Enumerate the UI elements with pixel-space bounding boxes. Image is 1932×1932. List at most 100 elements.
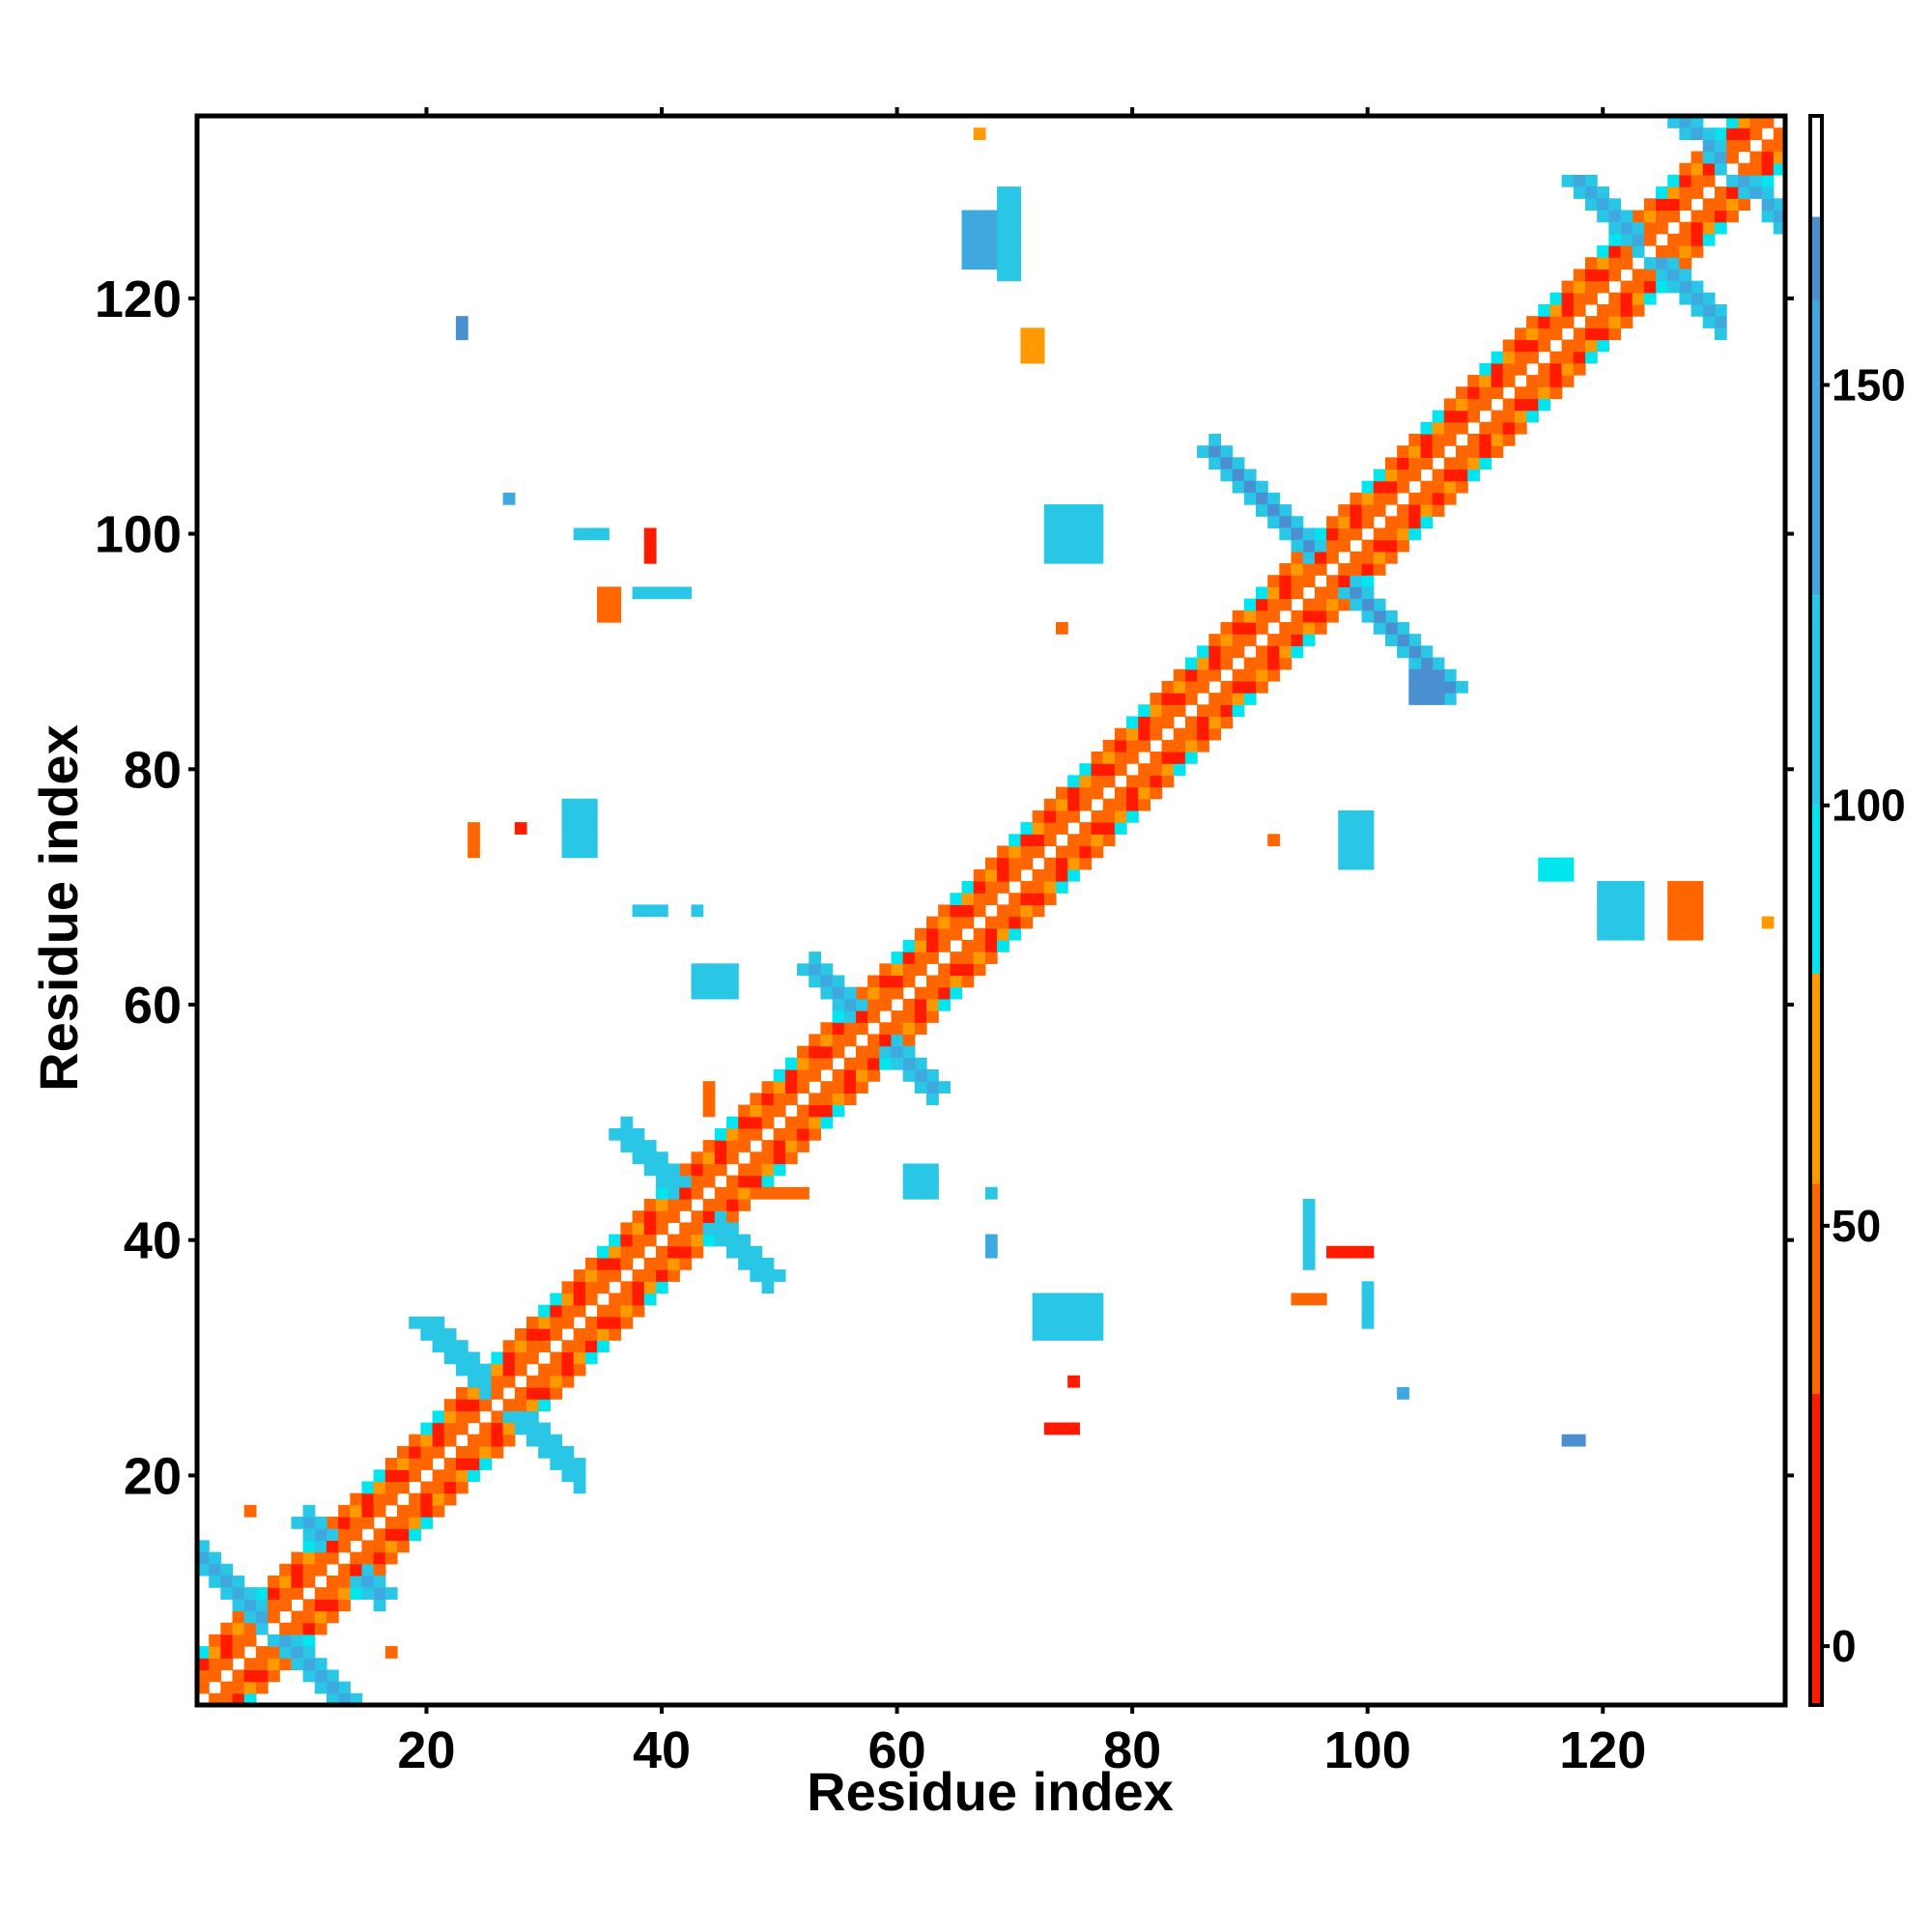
heatmap-cell	[409, 1458, 421, 1470]
heatmap-cell	[1620, 292, 1634, 305]
heatmap-cell	[902, 1010, 916, 1023]
heatmap-cell	[1761, 116, 1775, 128]
heatmap-cell	[350, 1563, 363, 1577]
heatmap-cell	[384, 1646, 398, 1659]
heatmap-cell	[1456, 386, 1468, 400]
heatmap-cell	[1397, 445, 1409, 458]
heatmap-cell	[597, 1304, 610, 1318]
heatmap-cell	[1420, 693, 1434, 705]
heatmap-cell	[350, 1692, 363, 1706]
heatmap-cell	[232, 1610, 245, 1624]
heatmap-cell	[455, 1481, 469, 1494]
heatmap-cell	[1279, 527, 1293, 541]
heatmap-cell	[1667, 198, 1680, 212]
heatmap-cell	[797, 1186, 810, 1200]
heatmap-cell	[1608, 257, 1622, 270]
heatmap-cell	[502, 1340, 516, 1353]
heatmap-cell	[338, 1599, 351, 1612]
heatmap-cell	[1267, 516, 1280, 529]
heatmap-cell	[361, 1587, 375, 1600]
heatmap-cell	[1632, 893, 1645, 906]
heatmap-cell	[350, 1517, 363, 1529]
heatmap-cell	[314, 1610, 327, 1624]
heatmap-cell	[1749, 186, 1763, 199]
heatmap-cell	[1338, 575, 1351, 588]
heatmap-cell	[643, 1222, 657, 1236]
heatmap-cell	[302, 1528, 316, 1542]
heatmap-cell	[479, 1445, 493, 1459]
heatmap-cell	[1773, 210, 1786, 223]
heatmap-cell	[1009, 245, 1022, 258]
heatmap-cell	[514, 822, 527, 835]
heatmap-cell	[1043, 798, 1057, 811]
heatmap-cell	[1220, 704, 1234, 718]
heatmap-cell	[314, 1658, 327, 1671]
heatmap-cell	[738, 1104, 751, 1118]
heatmap-cell	[1656, 221, 1668, 235]
heatmap-cell	[1220, 680, 1234, 694]
heatmap-cell	[1584, 174, 1598, 187]
heatmap-cell	[1373, 469, 1386, 482]
heatmap-cell	[526, 1387, 539, 1400]
heatmap-cell	[1291, 516, 1304, 529]
heatmap-cell	[691, 1234, 704, 1247]
heatmap-cell	[950, 893, 963, 906]
heatmap-cell	[1055, 551, 1068, 564]
heatmap-cell	[1597, 339, 1609, 353]
heatmap-cell	[1632, 904, 1645, 918]
heatmap-cell	[1690, 233, 1704, 246]
heatmap-cell	[1067, 868, 1080, 882]
heatmap-cell	[468, 1469, 480, 1483]
heatmap-cell	[584, 810, 598, 823]
heatmap-cell	[538, 1363, 551, 1377]
heatmap-cell	[455, 327, 469, 341]
heatmap-cell	[1243, 634, 1257, 646]
heatmap-cell	[809, 1034, 822, 1047]
heatmap-cell	[255, 1610, 269, 1624]
heatmap-cell	[384, 1492, 398, 1506]
heatmap-cell	[1397, 1387, 1409, 1400]
heatmap-cell	[302, 1540, 316, 1553]
heatmap-cell	[997, 904, 1009, 918]
heatmap-cell	[1009, 904, 1022, 918]
heatmap-cell	[514, 1399, 527, 1411]
heatmap-cell	[1032, 339, 1045, 353]
heatmap-cell	[902, 1163, 916, 1177]
heatmap-cell	[1314, 621, 1327, 635]
heatmap-cell	[397, 1481, 410, 1494]
heatmap-cell	[1738, 139, 1751, 153]
heatmap-cell	[1408, 657, 1422, 670]
heatmap-cell	[1608, 233, 1622, 246]
heatmap-cell	[468, 1434, 480, 1447]
heatmap-cell	[1043, 1293, 1057, 1306]
heatmap-cell	[950, 927, 963, 941]
heatmap-cell	[750, 1257, 763, 1270]
heatmap-cell	[243, 1692, 257, 1706]
heatmap-cell	[1373, 480, 1386, 494]
heatmap-cell	[220, 1658, 234, 1671]
heatmap-cell	[1632, 881, 1645, 894]
heatmap-cell	[1091, 786, 1104, 800]
heatmap-cell	[984, 257, 998, 270]
heatmap-cell	[1479, 386, 1492, 400]
heatmap-cell	[609, 1316, 621, 1329]
heatmap-cell	[526, 1422, 539, 1435]
heatmap-cell	[1043, 893, 1057, 906]
heatmap-cell	[1491, 445, 1504, 458]
heatmap-cell	[950, 916, 963, 929]
y-tick-label: 60	[124, 977, 182, 1035]
heatmap-cell	[809, 963, 822, 977]
heatmap-cell	[1079, 516, 1093, 529]
heatmap-cell	[1173, 704, 1186, 718]
heatmap-cell	[1597, 269, 1609, 282]
heatmap-cell	[1150, 727, 1163, 741]
heatmap-cell	[255, 1669, 269, 1683]
heatmap-cell	[420, 1328, 434, 1341]
heatmap-cell	[1091, 775, 1104, 788]
heatmap-cell	[1220, 621, 1234, 635]
heatmap-cell	[491, 1387, 504, 1400]
heatmap-cell	[561, 845, 575, 859]
heatmap-cell	[891, 986, 904, 1000]
heatmap-cell	[832, 1045, 845, 1059]
heatmap-cell	[784, 1186, 798, 1200]
